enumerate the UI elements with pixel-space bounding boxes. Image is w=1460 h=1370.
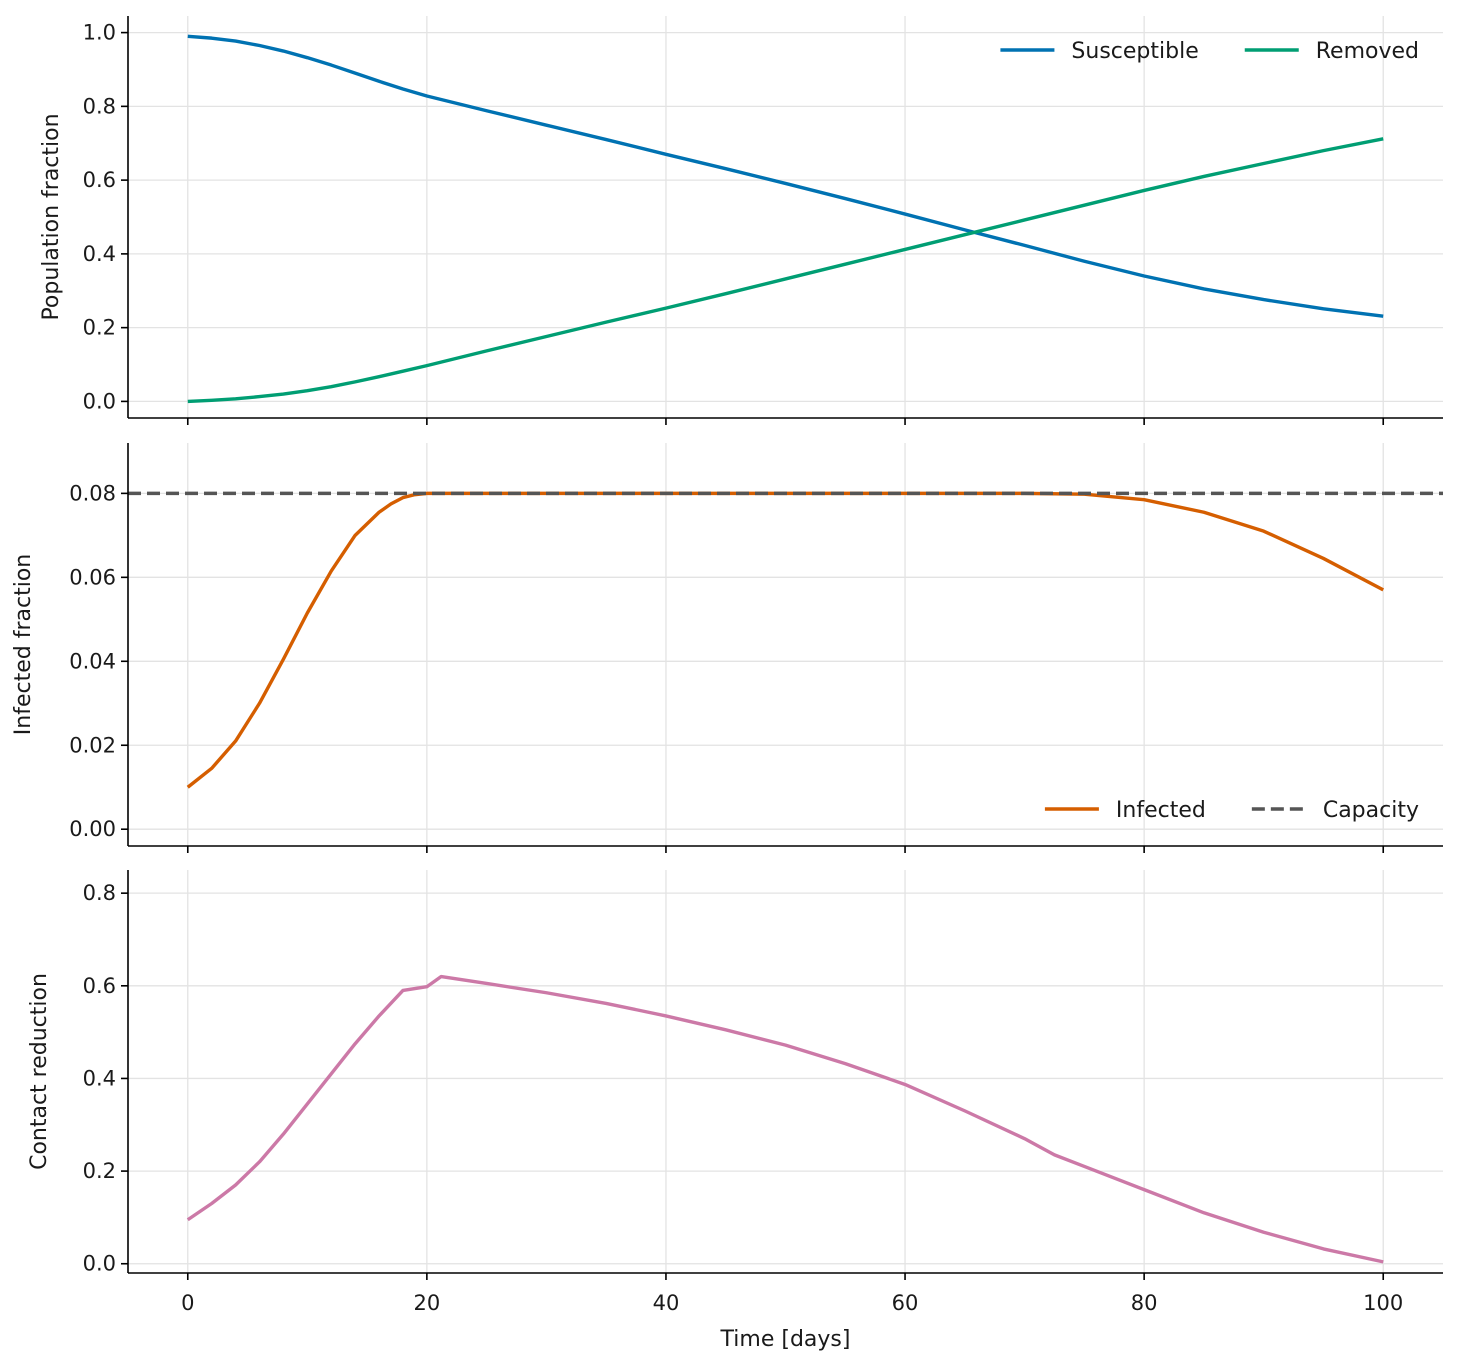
x-tick-label: 20 (413, 1291, 440, 1315)
legend-label-capacity: Capacity (1323, 798, 1419, 823)
y-tick-label: 0.4 (83, 242, 116, 266)
legend-label-infected: Infected (1116, 798, 1206, 823)
y-axis-label: Contact reduction (27, 973, 52, 1170)
y-tick-label: 0.8 (83, 881, 116, 905)
x-tick-label: 80 (1131, 1291, 1158, 1315)
series-line-susceptible (187, 34, 1384, 318)
y-tick-label: 0.0 (83, 389, 116, 413)
y-tick-label: 0.6 (83, 974, 116, 998)
y-tick-label: 0.4 (83, 1066, 116, 1090)
series-line-removed (187, 137, 1384, 404)
panel-3: 0.0 0.2 0.4 0.6 0.8 0 20 40 60 80 100 Contact reduc… (27, 870, 1443, 1352)
legend-label-susceptible: Susceptible (1071, 39, 1198, 64)
y-tick-label: 0.08 (69, 481, 116, 505)
series-line-contact-reduction (186, 974, 1384, 1264)
y-tick-label: 0.02 (69, 733, 116, 757)
y-tick-label: 1.0 (83, 21, 116, 45)
y-tick-label: 0.06 (69, 565, 116, 589)
y-tick-label: 0.04 (69, 649, 116, 673)
legend: Susceptible Removed (1000, 39, 1419, 64)
y-tick-label: 0.6 (83, 168, 116, 192)
legend-label-removed: Removed (1316, 39, 1419, 64)
panel-2: 0.00 0.02 0.04 0.06 0.08 Infected fraction Inf… (11, 443, 1443, 853)
y-axis-label: Infected fraction (11, 554, 36, 735)
y-tick-label: 0.8 (83, 94, 116, 118)
series-line-infected (186, 491, 1385, 789)
y-tick-label: 0.00 (69, 817, 116, 841)
x-tick-label: 40 (653, 1291, 680, 1315)
y-tick-label: 0.0 (83, 1252, 116, 1276)
legend: Infected Capacity (1044, 798, 1419, 823)
x-axis-label: Time [days] (720, 1327, 851, 1352)
y-tick-label: 0.2 (83, 316, 116, 340)
x-tick-label: 0 (181, 1291, 194, 1315)
x-tick-label: 100 (1363, 1291, 1403, 1315)
y-axis-label: Population fraction (39, 113, 64, 320)
x-tick-label: 60 (892, 1291, 919, 1315)
y-tick-label: 0.2 (83, 1159, 116, 1183)
panel-1: 0.0 0.2 0.4 0.6 0.8 1.0 Population fraction Sus… (39, 16, 1443, 425)
